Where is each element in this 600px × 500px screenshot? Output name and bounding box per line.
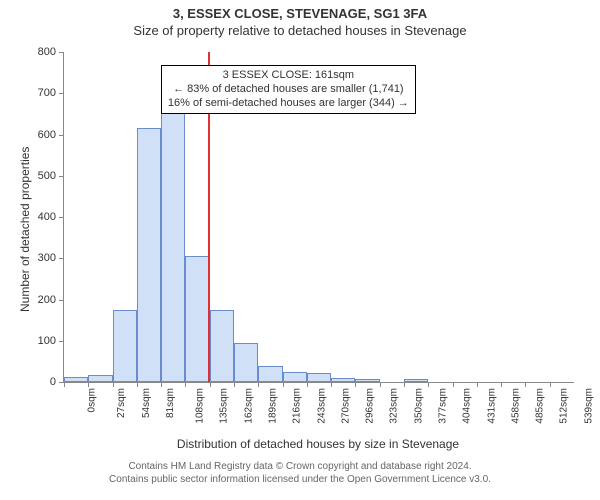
histogram-bar	[64, 377, 88, 382]
x-tick	[404, 382, 405, 387]
x-tick	[331, 382, 332, 387]
x-tick-label: 189sqm	[268, 388, 279, 424]
y-tick-label: 300	[38, 252, 64, 264]
footnote: Contains HM Land Registry data © Crown c…	[0, 461, 600, 486]
histogram-bar	[210, 310, 234, 382]
x-tick-label: 512sqm	[559, 388, 570, 424]
x-tick-label: 350sqm	[413, 388, 424, 424]
x-tick	[477, 382, 478, 387]
y-tick-label: 800	[38, 46, 64, 58]
y-tick-label: 400	[38, 211, 64, 223]
x-tick-label: 485sqm	[535, 388, 546, 424]
histogram-bar	[283, 372, 307, 382]
histogram-bar	[234, 343, 258, 382]
x-tick-label: 81sqm	[165, 388, 176, 418]
chart-title-sub: Size of property relative to detached ho…	[0, 21, 600, 38]
x-tick	[283, 382, 284, 387]
x-tick-label: 539sqm	[583, 388, 594, 424]
x-tick	[234, 382, 235, 387]
x-tick-label: 404sqm	[462, 388, 473, 424]
y-tick-label: 500	[38, 170, 64, 182]
y-axis-label: Number of detached properties	[18, 147, 32, 312]
x-tick-label: 323sqm	[389, 388, 400, 424]
chart-title-address: 3, ESSEX CLOSE, STEVENAGE, SG1 3FA	[0, 0, 600, 21]
histogram-bar	[185, 256, 209, 382]
x-tick	[258, 382, 259, 387]
x-tick	[210, 382, 211, 387]
x-tick	[185, 382, 186, 387]
histogram-bar	[113, 310, 137, 382]
histogram-bar	[355, 379, 379, 382]
x-tick	[380, 382, 381, 387]
histogram-bar	[88, 375, 112, 382]
chart-container: 3, ESSEX CLOSE, STEVENAGE, SG1 3FA Size …	[0, 0, 600, 500]
histogram-bar	[331, 378, 355, 382]
x-tick-label: 108sqm	[195, 388, 206, 424]
x-tick	[428, 382, 429, 387]
x-tick-label: 27sqm	[116, 388, 127, 418]
histogram-bar	[161, 110, 185, 382]
y-tick-label: 100	[38, 335, 64, 347]
x-tick-label: 0sqm	[86, 388, 97, 412]
annotation-line: 16% of semi-detached houses are larger (…	[168, 97, 409, 111]
x-tick	[307, 382, 308, 387]
x-tick	[137, 382, 138, 387]
x-tick-label: 296sqm	[365, 388, 376, 424]
y-tick-label: 700	[38, 87, 64, 99]
histogram-bar	[307, 373, 331, 382]
y-tick-label: 0	[50, 376, 64, 388]
x-tick	[501, 382, 502, 387]
x-tick-label: 216sqm	[292, 388, 303, 424]
x-tick-label: 135sqm	[219, 388, 230, 424]
x-tick	[550, 382, 551, 387]
footnote-line1: Contains HM Land Registry data © Crown c…	[0, 461, 600, 474]
x-tick-label: 377sqm	[438, 388, 449, 424]
x-tick	[64, 382, 65, 387]
y-tick-label: 200	[38, 294, 64, 306]
histogram-bar	[404, 379, 428, 382]
annotation-line: 3 ESSEX CLOSE: 161sqm	[168, 69, 409, 83]
y-tick-label: 600	[38, 129, 64, 141]
x-tick-label: 431sqm	[486, 388, 497, 424]
x-tick-label: 458sqm	[510, 388, 521, 424]
histogram-bar	[137, 128, 161, 382]
x-tick-label: 270sqm	[340, 388, 351, 424]
x-tick	[88, 382, 89, 387]
x-tick-label: 162sqm	[243, 388, 254, 424]
plot-area: 01002003004005006007008000sqm27sqm54sqm8…	[63, 52, 574, 383]
x-tick	[355, 382, 356, 387]
x-tick-label: 243sqm	[316, 388, 327, 424]
histogram-bar	[258, 366, 282, 383]
x-tick	[113, 382, 114, 387]
annotation-line: ← 83% of detached houses are smaller (1,…	[168, 83, 409, 97]
x-tick	[525, 382, 526, 387]
x-tick-label: 54sqm	[141, 388, 152, 418]
x-tick	[161, 382, 162, 387]
x-axis-label: Distribution of detached houses by size …	[63, 437, 573, 451]
footnote-line2: Contains public sector information licen…	[0, 474, 600, 487]
annotation-box: 3 ESSEX CLOSE: 161sqm← 83% of detached h…	[161, 65, 416, 114]
x-tick	[453, 382, 454, 387]
